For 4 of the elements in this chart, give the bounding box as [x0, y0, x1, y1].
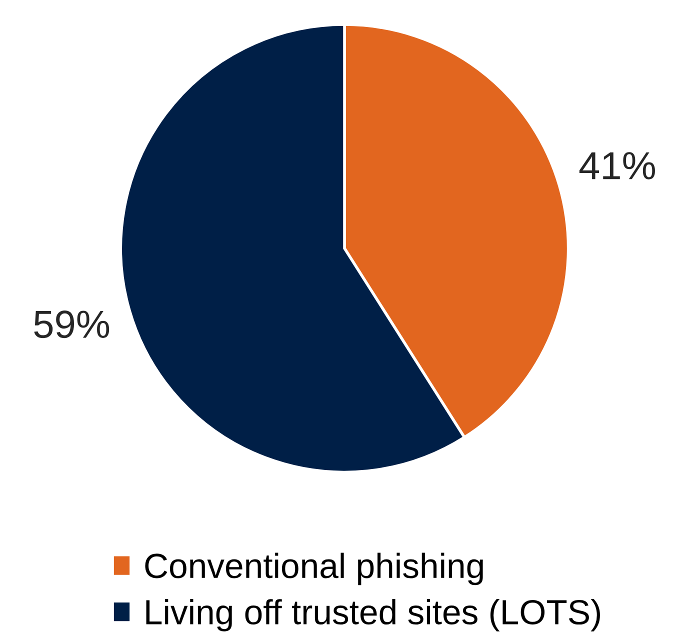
data-label: 59%	[34, 310, 110, 338]
legend-label: Conventional phishing	[145, 552, 483, 586]
legend-label: Living off trusted sites (LOTS)	[146, 599, 600, 632]
data-label: 41%	[579, 152, 655, 180]
